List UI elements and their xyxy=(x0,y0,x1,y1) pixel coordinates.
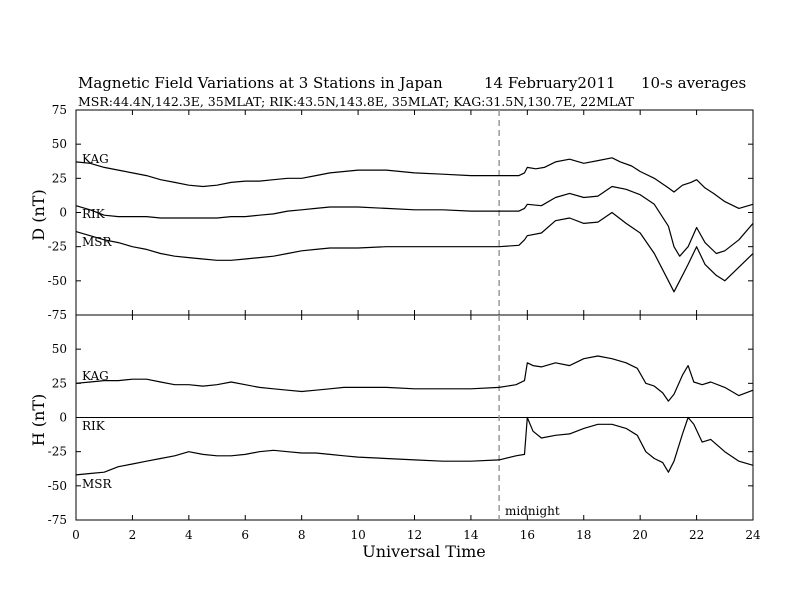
x-tick-label: 22 xyxy=(689,528,704,542)
x-tick-label: 8 xyxy=(298,528,306,542)
stations-subtitle: MSR:44.4N,142.3E, 35MLAT; RIK:43.5N,143.… xyxy=(78,94,635,109)
h-panel-ytick-label: 0 xyxy=(59,411,67,425)
d-panel-frame xyxy=(75,109,754,316)
d-panel-label-rik: RIK xyxy=(82,207,106,221)
d-panel-ytick-label: 50 xyxy=(52,137,67,151)
h-panel-label-rik: RIK xyxy=(82,419,106,433)
x-tick-label: 16 xyxy=(520,528,535,542)
d-panel-ytick-label: 25 xyxy=(52,171,67,185)
h-panel-series xyxy=(75,355,754,476)
x-tick-label: 0 xyxy=(72,528,80,542)
x-tick-label: 24 xyxy=(745,528,761,542)
x-tick-label: 10 xyxy=(350,528,365,542)
x-tick-label: 2 xyxy=(129,528,137,542)
d-panel-line-kag xyxy=(75,157,754,209)
d-panel-label-msr: MSR xyxy=(82,235,113,249)
d-panel-ylabel: D (nT) xyxy=(29,189,48,240)
chart-averaging: 10-s averages xyxy=(641,74,746,92)
chart-title: Magnetic Field Variations at 3 Stations … xyxy=(78,74,443,92)
x-tick-label: 6 xyxy=(241,528,249,542)
x-tick-label: 18 xyxy=(576,528,591,542)
h-panel-label-msr: MSR xyxy=(82,477,113,491)
x-tick-label: 4 xyxy=(185,528,193,542)
chart-date: 14 February2011 xyxy=(484,74,616,92)
d-panel-line-rik xyxy=(75,185,754,257)
d-panel-ytick-label: 75 xyxy=(52,103,67,117)
d-panel-ytick-label: -75 xyxy=(48,308,67,322)
d-panel-ytick-label: 0 xyxy=(59,206,67,220)
x-tick-label: 12 xyxy=(407,528,422,542)
h-panel-ylabel: H (nT) xyxy=(29,394,48,447)
h-panel-ytick-label: -25 xyxy=(48,445,67,459)
h-panel-y-ticks: 50 25 0 -25 -50 -75 xyxy=(48,342,753,527)
h-panel-ytick-label: -50 xyxy=(48,479,67,493)
d-panel: 75 50 25 0 -25 -50 -75 D (nT) KAG RIK MSR xyxy=(29,103,754,322)
x-tick-label: 14 xyxy=(463,528,479,542)
h-panel-ytick-label: 25 xyxy=(52,376,67,390)
x-tick-label: 20 xyxy=(633,528,648,542)
d-panel-ytick-label: -50 xyxy=(48,274,67,288)
h-panel-ytick-label: -75 xyxy=(48,513,67,527)
d-panel-ytick-label: -25 xyxy=(48,240,67,254)
h-panel-ytick-label: 50 xyxy=(52,342,67,356)
x-axis-label: Universal Time xyxy=(362,542,485,561)
x-axis-ticks: 0 2 4 6 8 10 12 14 16 18 20 22 24 xyxy=(72,110,761,542)
h-panel-label-kag: KAG xyxy=(82,369,109,383)
h-panel-line-rik xyxy=(75,416,754,476)
d-panel-line-msr xyxy=(75,211,754,293)
d-panel-label-kag: KAG xyxy=(82,152,109,166)
h-panel: 50 25 0 -25 -50 -75 H (nT) KAG RIK MSR midnig… xyxy=(29,314,754,527)
h-panel-line-kag xyxy=(75,355,754,402)
d-panel-series xyxy=(75,157,754,293)
midnight-annotation: midnight xyxy=(505,504,560,518)
d-panel-y-ticks: 75 50 25 0 -25 -50 -75 xyxy=(48,103,753,322)
